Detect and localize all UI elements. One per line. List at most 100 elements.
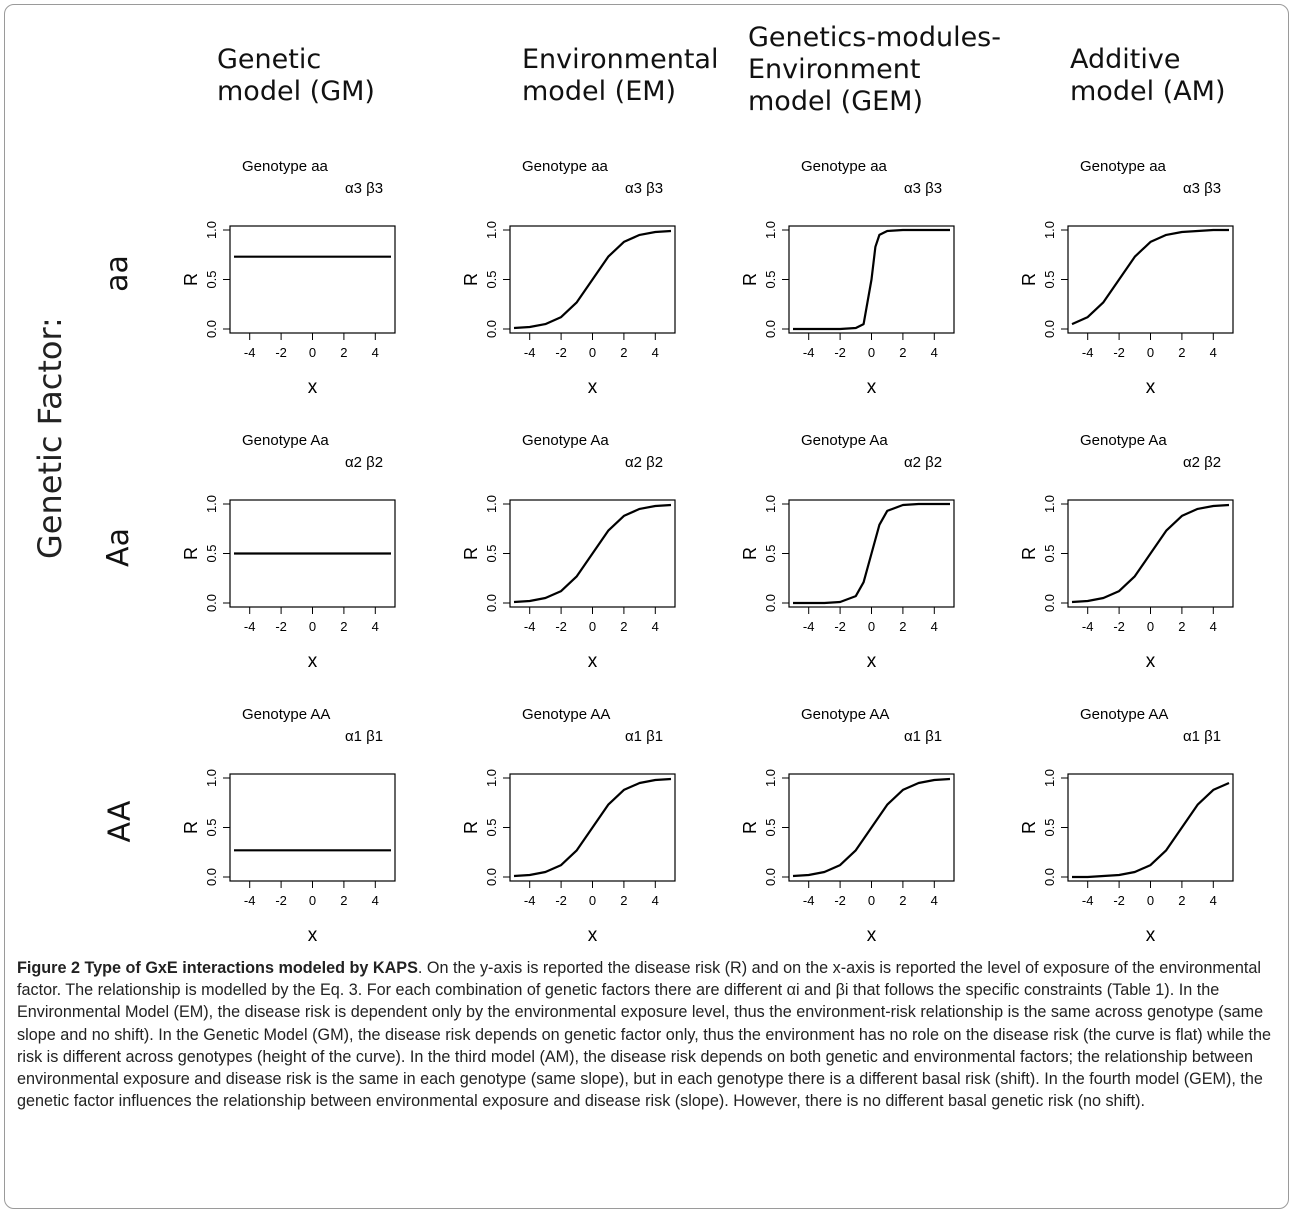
x-tick-label: 0 [1147,345,1154,360]
x-tick-label: 4 [1210,345,1217,360]
y-tick-label: 1.0 [763,221,778,239]
y-tick-label: 1.0 [484,221,499,239]
x-tick-label: 4 [931,345,938,360]
x-tick-label: 0 [309,893,316,908]
y-tick-label: 0.0 [763,868,778,886]
x-tick-label: 4 [652,619,659,634]
y-axis-label: R [181,547,201,560]
x-tick-label: 2 [620,893,627,908]
y-axis-label: R [461,821,481,834]
x-axis-label: x [867,651,877,672]
y-tick-label: 0.5 [763,818,778,836]
plot-title: Genotype aa [1080,158,1167,175]
x-tick-label: 0 [1147,893,1154,908]
y-tick-label: 1.0 [1042,769,1057,787]
plot-title: Genotype aa [801,158,888,175]
y-tick-label: 1.0 [204,221,219,239]
x-tick-label: -2 [834,345,846,360]
y-tick-label: 0.0 [1042,868,1057,886]
plot-params: α1 β1 [904,728,942,745]
x-tick-label: 4 [652,345,659,360]
x-tick-label: 2 [1178,893,1185,908]
plot-params: α1 β1 [1183,728,1221,745]
y-tick-label: 0.5 [484,544,499,562]
series-line [513,229,672,330]
x-tick-label: 2 [899,893,906,908]
y-tick-label: 0.0 [1042,594,1057,612]
x-tick-label: -2 [555,893,567,908]
x-axis-label: x [308,377,318,398]
x-tick-label: 0 [1147,619,1154,634]
series-line [792,777,951,878]
y-tick-label: 0.5 [1042,270,1057,288]
x-tick-label: -2 [1113,345,1125,360]
y-axis-label: R [740,547,760,560]
x-tick-label: -2 [275,619,287,634]
plot-title: Genotype AA [1080,706,1168,723]
x-axis-label: x [588,651,598,672]
plot-am-0: Genotype aa α3 β3 0.0 0.5 1.0 R -4 -2 0 2 4 x [1019,158,1234,398]
x-tick-label: 2 [620,345,627,360]
y-tick-label: 0.5 [204,544,219,562]
plot-gm-2: Genotype AA α1 β1 0.0 0.5 1.0 R -4 -2 0 2 4 x [181,706,396,946]
x-tick-label: 2 [620,619,627,634]
plot-am-2: Genotype AA α1 β1 0.0 0.5 1.0 R -4 -2 0 2 4 x [1019,706,1234,946]
y-tick-label: 0.5 [763,544,778,562]
plot-am-1: Genotype Aa α2 β2 0.0 0.5 1.0 R -4 -2 0 2 4 x [1019,432,1234,672]
x-tick-label: 2 [899,345,906,360]
x-tick-label: 0 [309,619,316,634]
series-line [513,503,672,604]
x-tick-label: 4 [931,893,938,908]
x-axis-label: x [588,377,598,398]
x-tick-label: -2 [275,345,287,360]
y-tick-label: 1.0 [204,495,219,513]
plot-title: Genotype Aa [1080,432,1167,449]
plot-params: α3 β3 [1183,180,1221,197]
x-tick-label: 4 [1210,619,1217,634]
x-tick-label: 0 [589,893,596,908]
y-axis-label: R [181,821,201,834]
x-tick-label: -2 [555,345,567,360]
y-tick-label: 1.0 [484,495,499,513]
y-axis-label: R [461,273,481,286]
series-line [1071,228,1229,326]
x-tick-label: -4 [524,619,536,634]
x-tick-label: -4 [803,619,815,634]
y-tick-label: 1.0 [204,769,219,787]
x-tick-label: -2 [1113,619,1125,634]
y-tick-label: 0.0 [204,320,219,338]
figure-caption: Figure 2 Type of GxE interactions modele… [17,957,1279,1112]
x-tick-label: -4 [244,893,256,908]
y-tick-label: 0.0 [204,594,219,612]
x-tick-label: -2 [834,619,846,634]
plot-params: α3 β3 [345,180,383,197]
x-axis-label: x [867,377,877,398]
x-tick-label: 2 [340,619,347,634]
column-title-gm: Genetic model (GM) [217,44,375,107]
plot-title: Genotype Aa [522,432,609,449]
caption-text: . On the y-axis is reported the disease … [17,959,1271,1111]
plot-title: Genotype Aa [801,432,888,449]
x-tick-label: 2 [899,619,906,634]
y-tick-label: 1.0 [763,769,778,787]
y-axis-label: R [181,273,201,286]
y-tick-label: 0.5 [484,818,499,836]
plot-params: α2 β2 [904,454,942,471]
x-tick-label: -4 [244,345,256,360]
figure-frame [4,4,1289,1209]
y-axis-label: R [1019,821,1039,834]
x-tick-label: -4 [1082,619,1094,634]
y-tick-label: 0.0 [484,594,499,612]
x-axis-label: x [1146,925,1156,946]
x-tick-label: -4 [524,893,536,908]
plot-title: Genotype Aa [242,432,329,449]
y-tick-label: 0.0 [484,868,499,886]
plot-params: α1 β1 [625,728,663,745]
x-tick-label: 0 [868,619,875,634]
plot-title: Genotype aa [242,158,329,175]
y-tick-label: 0.5 [204,818,219,836]
plot-params: α2 β2 [625,454,663,471]
x-axis-label: x [308,925,318,946]
x-tick-label: 4 [1210,893,1217,908]
caption-title: Figure 2 Type of GxE interactions modele… [17,959,418,977]
